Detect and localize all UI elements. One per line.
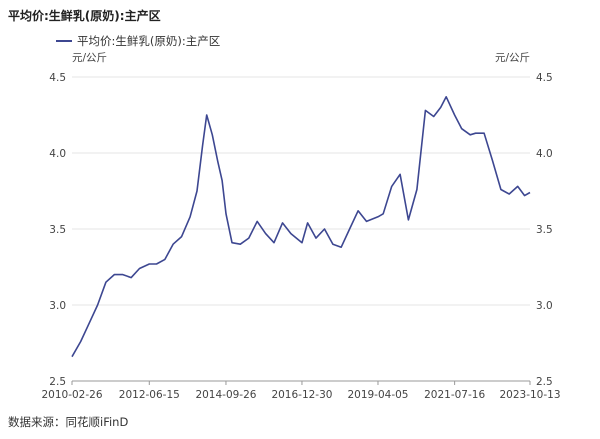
- legend-line-swatch: [56, 40, 72, 42]
- x-tick-label: 2010-02-26: [41, 389, 102, 401]
- x-tick-label: 2023-10-13: [499, 389, 560, 401]
- y-tick-label-left: 4.5: [49, 72, 66, 84]
- y-tick-label-left: 3.5: [49, 224, 66, 236]
- y-tick-label-left: 2.5: [49, 376, 66, 388]
- y-tick-label-right: 2.5: [536, 376, 553, 388]
- y-tick-label-right: 4.0: [536, 148, 553, 160]
- left-axis-unit: 元/公斤: [72, 52, 107, 64]
- y-tick-label-left: 3.0: [49, 300, 66, 312]
- x-tick-label: 2016-12-30: [271, 389, 332, 401]
- right-axis-unit: 元/公斤: [495, 52, 530, 64]
- x-tick-label: 2014-09-26: [195, 389, 256, 401]
- y-tick-label-right: 3.5: [536, 224, 553, 236]
- legend-series-label: 平均价:生鲜乳(原奶):主产区: [77, 34, 221, 48]
- data-source: 数据来源：同花顺iFinD: [8, 415, 129, 429]
- x-tick-label: 2019-04-05: [347, 389, 408, 401]
- series-line: [71, 96, 531, 358]
- chart-title: 平均价:生鲜乳(原奶):主产区: [8, 9, 161, 23]
- x-tick-label: 2021-07-16: [424, 389, 485, 401]
- y-tick-label-right: 3.0: [536, 300, 553, 312]
- x-tick-label: 2012-06-15: [119, 389, 180, 401]
- chart-legend: 平均价:生鲜乳(原奶):主产区: [56, 33, 220, 49]
- y-tick-label-left: 4.0: [49, 148, 66, 160]
- y-tick-label-right: 4.5: [536, 72, 553, 84]
